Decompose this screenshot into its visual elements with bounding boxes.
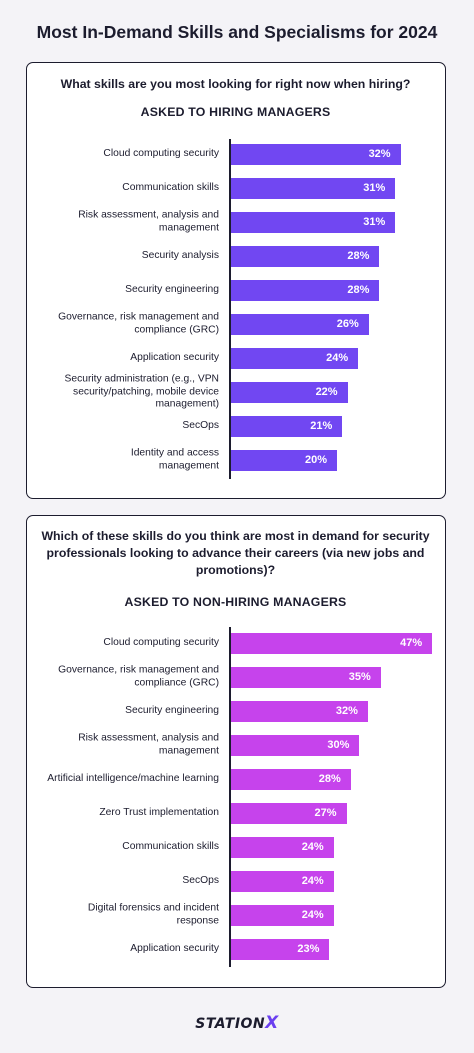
chart2-bar: 47% [231, 632, 433, 654]
chart2-bar-value-label: 24% [301, 840, 324, 853]
chart1-bar: 26% [231, 313, 369, 335]
chart1-bar: 21% [231, 415, 343, 437]
chart1-bar-value-label: 28% [347, 249, 370, 262]
logo-wordmark: STATIONX [195, 1013, 279, 1033]
chart2-bar: 32% [231, 700, 368, 722]
chart2-bar: 23% [231, 938, 330, 960]
chart1-bar-value-label: 22% [315, 385, 338, 398]
chart2-bar-value-label: 35% [348, 670, 371, 683]
page-title: Most In-Demand Skills and Specialisms fo… [36, 22, 438, 42]
chart2-axis-line [229, 627, 231, 967]
chart1-bar: 31% [231, 177, 396, 199]
chart2-bar: 24% [231, 870, 334, 892]
chart1-category-label: Cloud computing security [103, 147, 219, 159]
chart2-category-label: Application security [130, 942, 219, 954]
chart1-bar-value-label: 28% [347, 283, 370, 296]
chart2-bar-value-label: 28% [318, 772, 341, 785]
chart1-category-label: Security engineering [125, 283, 219, 295]
chart2-category-label: SecOps [182, 874, 219, 886]
chart2-bar-value-label: 24% [301, 908, 324, 921]
chart1-subtitle: ASKED TO HIRING MANAGERS [140, 105, 331, 119]
chart2-category-label: Security engineering [125, 704, 219, 716]
chart2-category-label: Zero Trust implementation [99, 806, 219, 818]
chart2-category-label: Digital forensics and incident response [87, 902, 219, 927]
chart2-category-label: Risk assessment, analysis and management [78, 732, 219, 757]
chart1-bar-value-label: 21% [310, 419, 333, 432]
hiring-managers-chart-panel: What skills are you most looking for rig… [26, 62, 446, 499]
chart2-bar: 24% [231, 836, 334, 858]
chart2-category-label: Artificial intelligence/machine learning [47, 772, 219, 784]
chart1-bar-value-label: 32% [368, 147, 391, 160]
chart1-category-label: SecOps [182, 419, 219, 431]
chart1-category-label: Risk assessment, analysis and management [78, 209, 219, 234]
chart1-bar: 32% [231, 143, 401, 165]
chart1-bar-value-label: 31% [363, 215, 386, 228]
chart1-bar: 24% [231, 347, 359, 369]
chart1-category-label: Governance, risk management and complian… [58, 311, 219, 336]
chart2-bar-value-label: 30% [327, 738, 350, 751]
chart1-bar: 28% [231, 279, 380, 301]
chart2-category-label: Communication skills [122, 840, 219, 852]
chart2-bar: 27% [231, 802, 347, 824]
chart1-category-label: Security administration (e.g., VPN secur… [64, 373, 219, 410]
chart1-bar: 28% [231, 245, 380, 267]
chart2-category-label: Cloud computing security [103, 636, 219, 648]
chart1-axis-line [229, 139, 231, 479]
chart1-bar: 31% [231, 211, 396, 233]
chart1-bar-value-label: 31% [363, 181, 386, 194]
chart2-bar-value-label: 24% [301, 874, 324, 887]
logo-accent: X [265, 1013, 279, 1033]
non-hiring-managers-chart-panel: Which of these skills do you think are m… [26, 515, 446, 988]
chart2-bar: 30% [231, 734, 360, 756]
chart1-category-label: Application security [130, 351, 219, 363]
chart2-bar: 28% [231, 768, 351, 790]
chart1-category-label: Security analysis [141, 249, 219, 261]
logo-text: STATION [195, 1016, 266, 1032]
chart1-bar: 20% [231, 449, 337, 471]
chart1-title: What skills are you most looking for rig… [60, 77, 411, 91]
stationx-logo: STATIONX [0, 1013, 474, 1033]
chart1-bar-value-label: 26% [336, 317, 359, 330]
chart1-category-label: Identity and access management [130, 447, 219, 472]
chart2-bar: 24% [231, 904, 334, 926]
chart1-bar-value-label: 20% [304, 453, 327, 466]
chart2-title: Which of these skills do you think are m… [41, 529, 430, 577]
chart2-category-label: Governance, risk management and complian… [58, 664, 219, 689]
chart1-category-label: Communication skills [122, 181, 219, 193]
chart2-bar-value-label: 32% [335, 704, 358, 717]
chart2-bar: 35% [231, 666, 381, 688]
chart2-subtitle: ASKED TO NON-HIRING MANAGERS [124, 595, 347, 609]
chart2-bar-value-label: 27% [314, 806, 337, 819]
chart1-bar-value-label: 24% [326, 351, 349, 364]
chart2-bar-value-label: 23% [297, 942, 320, 955]
chart2-bar-value-label: 47% [400, 636, 423, 649]
chart1-bar: 22% [231, 381, 348, 403]
